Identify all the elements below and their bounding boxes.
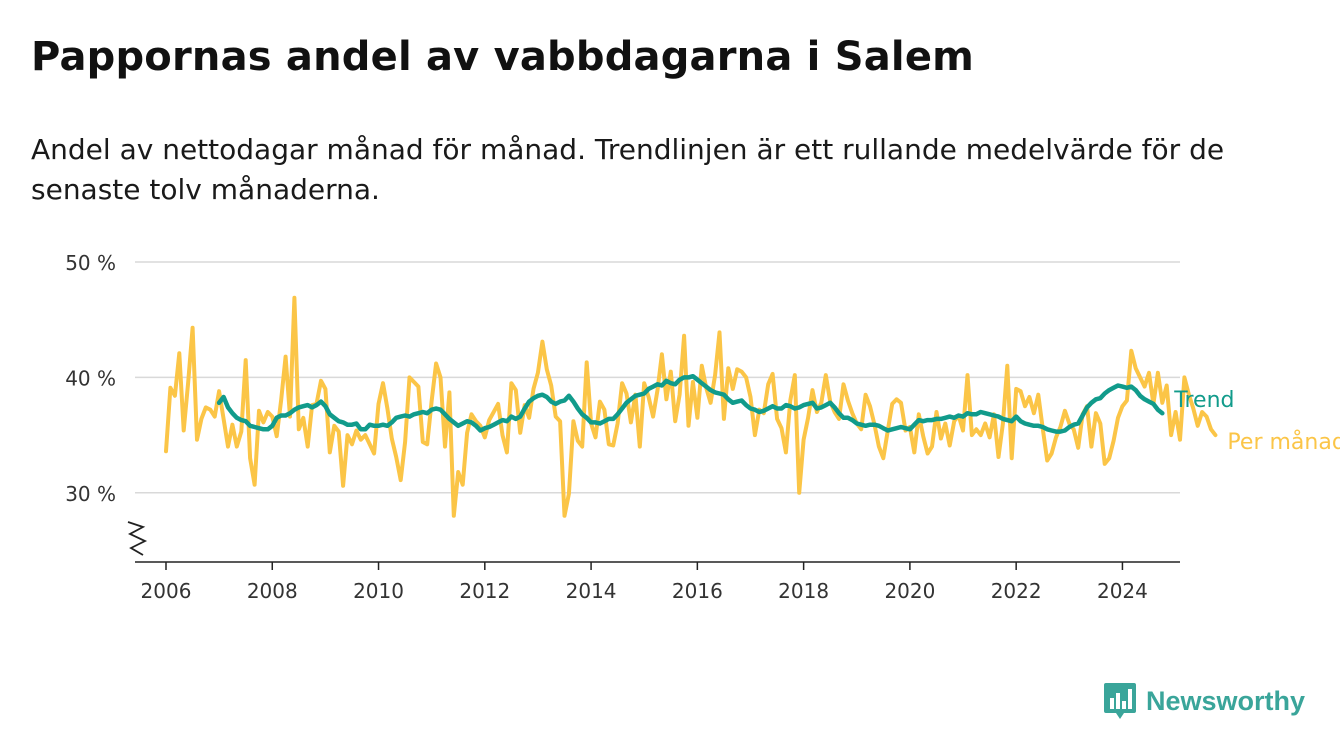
x-tick-label: 2022	[991, 579, 1042, 603]
x-tick-label: 2020	[884, 579, 935, 603]
x-tick-label: 2008	[247, 579, 298, 603]
brand-logo: Newsworthy	[1103, 683, 1305, 719]
axis-break-icon	[127, 521, 148, 556]
y-tick-label: 50 %	[65, 251, 116, 275]
y-tick-label: 40 %	[65, 366, 116, 390]
x-tick-label: 2018	[778, 579, 829, 603]
x-tick-label: 2024	[1097, 579, 1148, 603]
trend-series-line	[216, 373, 1165, 434]
x-tick-label: 2014	[566, 579, 617, 603]
trend-series-label: Trend	[1173, 388, 1234, 413]
monthly-series-line	[164, 295, 1218, 518]
x-tick-label: 2012	[459, 579, 510, 603]
page-title: Pappornas andel av vabbdagarna i Salem	[31, 34, 975, 80]
x-tick-label: 2006	[141, 579, 192, 603]
x-tick-label: 2016	[672, 579, 723, 603]
newsworthy-logo-icon	[1104, 683, 1136, 719]
monthly-series-label: Per månad	[1227, 429, 1340, 455]
x-tick-label: 2010	[353, 579, 404, 603]
y-tick-label: 30 %	[65, 482, 116, 506]
brand-name: Newsworthy	[1146, 685, 1306, 716]
page-subtitle: Andel av nettodagar månad för månad. Tre…	[31, 133, 1225, 206]
